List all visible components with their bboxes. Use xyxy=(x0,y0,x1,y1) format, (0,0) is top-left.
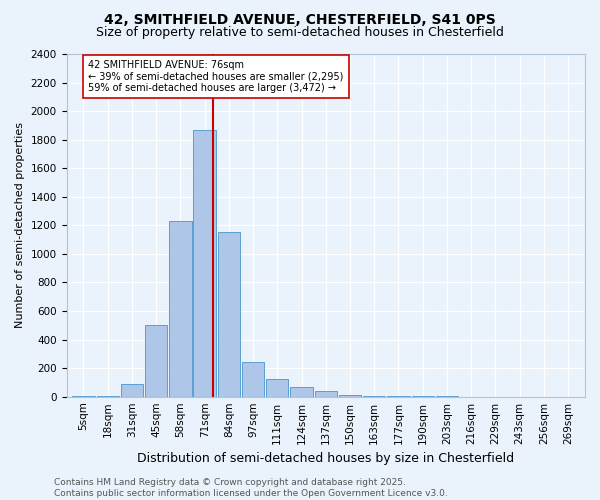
Text: 42 SMITHFIELD AVENUE: 76sqm
← 39% of semi-detached houses are smaller (2,295)
59: 42 SMITHFIELD AVENUE: 76sqm ← 39% of sem… xyxy=(88,60,344,93)
Bar xyxy=(290,386,313,396)
Bar xyxy=(339,394,361,396)
Text: Contains HM Land Registry data © Crown copyright and database right 2025.
Contai: Contains HM Land Registry data © Crown c… xyxy=(54,478,448,498)
Bar xyxy=(121,384,143,396)
Bar xyxy=(314,391,337,396)
Bar xyxy=(145,326,167,396)
Bar xyxy=(242,362,264,396)
Bar xyxy=(218,232,240,396)
X-axis label: Distribution of semi-detached houses by size in Chesterfield: Distribution of semi-detached houses by … xyxy=(137,452,514,465)
Bar xyxy=(193,130,216,396)
Bar xyxy=(266,379,289,396)
Text: Size of property relative to semi-detached houses in Chesterfield: Size of property relative to semi-detach… xyxy=(96,26,504,39)
Text: 42, SMITHFIELD AVENUE, CHESTERFIELD, S41 0PS: 42, SMITHFIELD AVENUE, CHESTERFIELD, S41… xyxy=(104,12,496,26)
Y-axis label: Number of semi-detached properties: Number of semi-detached properties xyxy=(15,122,25,328)
Bar xyxy=(169,221,191,396)
